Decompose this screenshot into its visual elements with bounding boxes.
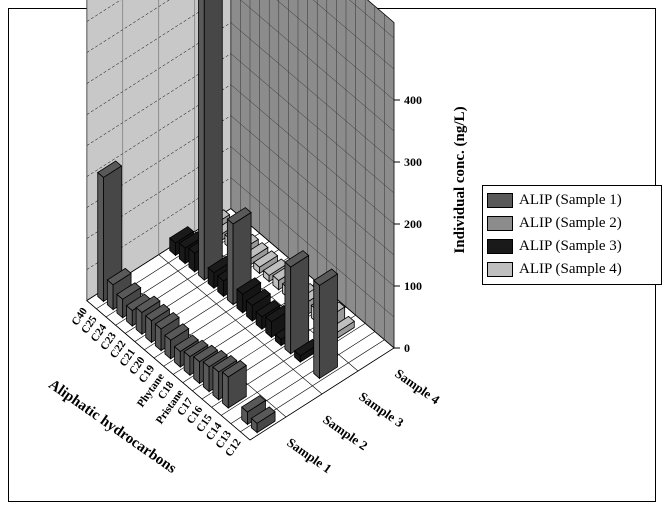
bar-top: [193, 344, 219, 363]
bar-top: [313, 268, 339, 286]
legend-label: ALIP (Sample 4): [519, 261, 622, 277]
legend-swatch: [487, 239, 513, 254]
legend-item: ALIP (Sample 4): [487, 258, 657, 281]
legend-item: ALIP (Sample 1): [487, 189, 657, 212]
chart-walls: [86, 0, 395, 441]
z-tick-label: 400: [404, 93, 422, 107]
bar-top: [164, 323, 190, 341]
bar-top: [265, 304, 291, 323]
bar-top: [202, 349, 228, 368]
bar-top: [154, 311, 180, 330]
bar-side: [284, 261, 292, 355]
bar-top: [212, 354, 238, 373]
z-tick-label: 200: [404, 217, 422, 231]
gridline: [312, 0, 395, 70]
bar-top: [178, 231, 204, 249]
legend-label: ALIP (Sample 1): [519, 192, 622, 208]
bar-top: [226, 207, 252, 225]
bar-side: [222, 371, 229, 409]
legend-label: ALIP (Sample 2): [519, 215, 622, 231]
sample-label: Sample 1: [284, 435, 334, 476]
bar-front: [203, 0, 223, 281]
z-tick-label: 0: [404, 341, 410, 355]
gridline: [230, 146, 395, 287]
bar-top: [236, 277, 262, 295]
bar-front: [290, 254, 310, 355]
bar-top: [183, 339, 209, 358]
bar-top: [221, 360, 247, 378]
bar-top: [262, 258, 288, 276]
sample-label: Sample 4: [392, 366, 443, 408]
floor-gridline: [230, 208, 395, 349]
legend: ALIP (Sample 1) ALIP (Sample 2) ALIP (Samp…: [482, 185, 662, 285]
chart-bars: [97, 0, 355, 434]
bar-top: [293, 338, 319, 357]
bar-top: [106, 267, 132, 286]
gridline: [230, 53, 395, 194]
bar-top: [173, 334, 199, 353]
bar-top: [245, 288, 271, 307]
bar-top: [97, 160, 123, 178]
legend-item: ALIP (Sample 3): [487, 235, 657, 258]
legend-label: ALIP (Sample 3): [519, 238, 622, 254]
z-tick-label: 300: [404, 155, 422, 169]
bar-top: [250, 406, 276, 424]
gridline: [230, 115, 395, 256]
gridline: [240, 0, 395, 132]
gridline: [230, 177, 395, 318]
floor-gridline: [158, 254, 323, 395]
bar-top: [145, 303, 171, 322]
floor-gridline: [86, 300, 251, 441]
bar-top: [207, 255, 233, 274]
gridline: [276, 0, 395, 101]
bar-side: [97, 171, 104, 303]
z-axis-label: Individual conc. (ng/L): [452, 106, 468, 253]
z-tick-label: 100: [404, 279, 422, 293]
bar-front: [319, 273, 338, 380]
bar-side: [198, 0, 205, 281]
bar-top: [169, 226, 195, 244]
legend-swatch: [487, 216, 513, 231]
gridline: [230, 22, 395, 163]
legend-item: ALIP (Sample 2): [487, 212, 657, 235]
gridline: [349, 0, 395, 39]
bar-top: [253, 250, 279, 268]
bar-side: [212, 366, 220, 401]
legend-swatch: [487, 262, 513, 277]
bar-side: [313, 279, 320, 380]
bar-top: [284, 250, 310, 268]
gridline: [230, 84, 395, 225]
bar-top: [116, 282, 142, 300]
sample-label: Sample 3: [356, 389, 407, 431]
bar-top: [241, 395, 267, 413]
legend-swatch: [487, 193, 513, 208]
sample-label: Sample 2: [320, 412, 370, 453]
bar-top: [135, 295, 161, 314]
bar-top: [255, 299, 281, 318]
bar-side: [226, 218, 234, 306]
